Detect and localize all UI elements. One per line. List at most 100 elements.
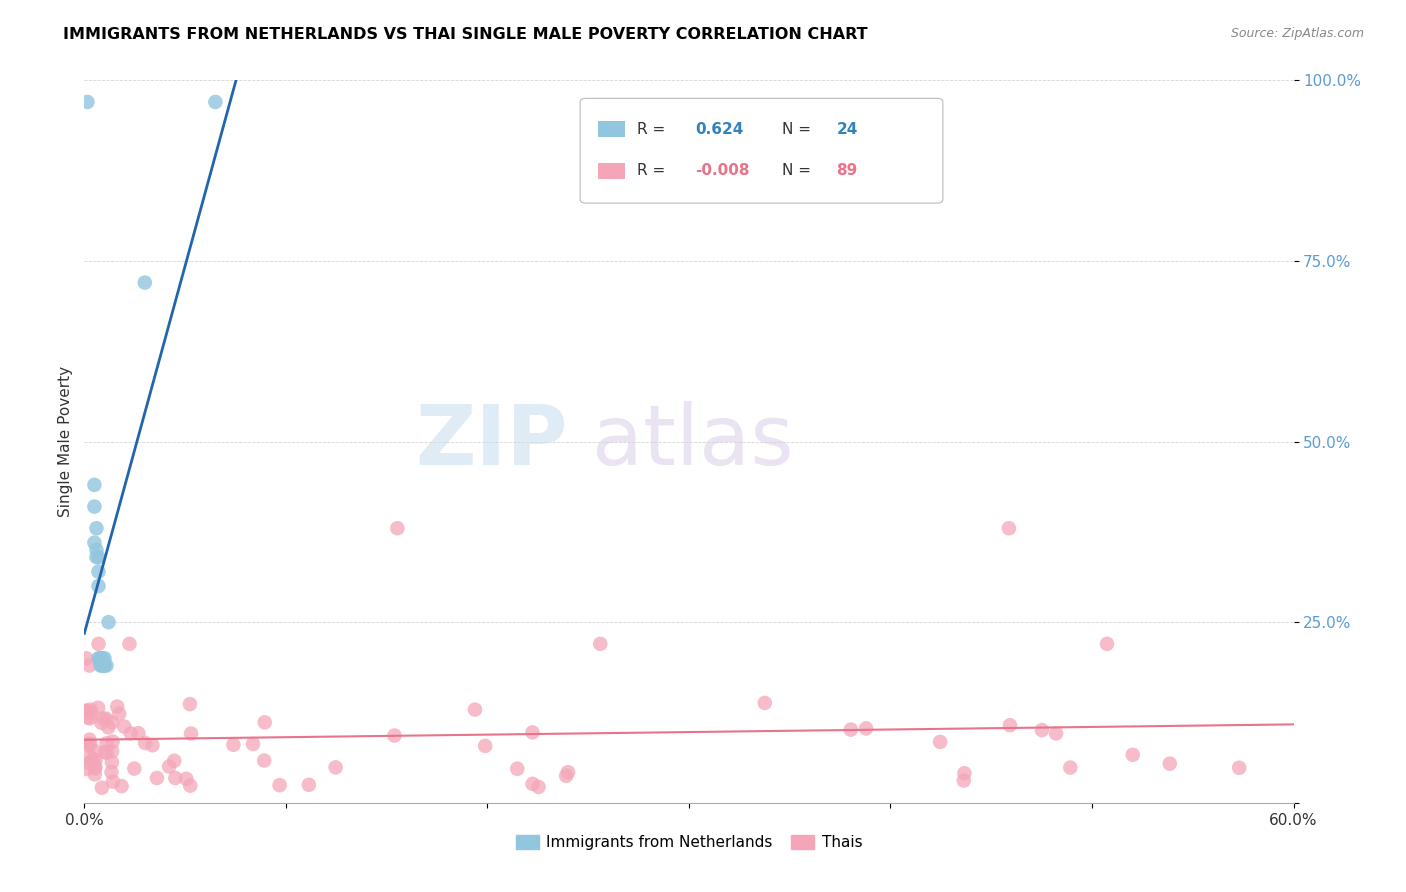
- Point: [93, 658, 115, 673]
- Point: [87, 637, 110, 651]
- Point: [165, 771, 187, 785]
- Point: [77, 756, 100, 771]
- Point: [84, 760, 107, 774]
- Point: [555, 769, 578, 783]
- Text: Source: ZipAtlas.com: Source: ZipAtlas.com: [1230, 27, 1364, 40]
- Bar: [599, 162, 624, 178]
- Point: [79, 703, 101, 717]
- Point: [527, 780, 550, 794]
- Point: [91, 711, 114, 725]
- Point: [79, 737, 101, 751]
- Point: [754, 696, 776, 710]
- Point: [998, 718, 1021, 732]
- Point: [97, 720, 120, 734]
- Point: [839, 723, 862, 737]
- Point: [94, 745, 117, 759]
- Point: [1045, 726, 1067, 740]
- Point: [1031, 723, 1053, 737]
- Point: [134, 736, 156, 750]
- Point: [87, 550, 110, 565]
- Point: [1227, 761, 1250, 775]
- Point: [101, 715, 124, 730]
- Point: [83, 762, 105, 776]
- Point: [998, 521, 1021, 535]
- Point: [84, 744, 107, 758]
- Point: [387, 521, 409, 535]
- Point: [76, 710, 98, 724]
- Point: [118, 637, 141, 651]
- Point: [298, 778, 321, 792]
- Point: [506, 762, 529, 776]
- Point: [120, 726, 142, 740]
- Point: [112, 719, 135, 733]
- Point: [75, 651, 97, 665]
- Point: [89, 651, 111, 665]
- Point: [101, 734, 124, 748]
- Point: [253, 754, 276, 768]
- Point: [87, 565, 110, 579]
- Point: [96, 736, 118, 750]
- Point: [87, 651, 110, 665]
- Point: [1095, 637, 1118, 651]
- Text: N =: N =: [782, 163, 815, 178]
- Point: [179, 697, 201, 711]
- Point: [83, 767, 105, 781]
- Point: [953, 766, 976, 780]
- Point: [91, 658, 114, 673]
- Point: [127, 726, 149, 740]
- Legend: Immigrants from Netherlands, Thais: Immigrants from Netherlands, Thais: [509, 830, 869, 856]
- Point: [83, 500, 105, 514]
- Point: [180, 726, 202, 740]
- Point: [522, 777, 544, 791]
- Point: [222, 738, 245, 752]
- Text: R =: R =: [637, 163, 671, 178]
- Point: [124, 762, 146, 776]
- Point: [110, 779, 132, 793]
- Text: IMMIGRANTS FROM NETHERLANDS VS THAI SINGLE MALE POVERTY CORRELATION CHART: IMMIGRANTS FROM NETHERLANDS VS THAI SING…: [63, 27, 868, 42]
- Point: [75, 739, 97, 753]
- Point: [87, 579, 110, 593]
- Point: [91, 651, 114, 665]
- Point: [93, 658, 115, 673]
- Point: [75, 704, 97, 718]
- Point: [79, 749, 101, 764]
- Point: [84, 753, 107, 767]
- Point: [89, 651, 111, 665]
- Point: [253, 715, 276, 730]
- Point: [83, 478, 105, 492]
- Point: [75, 704, 97, 718]
- Point: [157, 759, 180, 773]
- Point: [242, 737, 264, 751]
- Point: [269, 778, 291, 792]
- Text: -0.008: -0.008: [695, 163, 749, 178]
- Point: [86, 542, 108, 557]
- Point: [325, 760, 347, 774]
- Point: [101, 744, 124, 758]
- Point: [90, 715, 112, 730]
- Y-axis label: Single Male Poverty: Single Male Poverty: [58, 366, 73, 517]
- Point: [105, 699, 128, 714]
- Point: [86, 550, 108, 565]
- Point: [79, 732, 101, 747]
- Point: [855, 722, 877, 736]
- Point: [179, 779, 201, 793]
- Point: [80, 706, 103, 720]
- Point: [91, 658, 114, 673]
- Point: [384, 729, 406, 743]
- Point: [79, 658, 101, 673]
- Point: [557, 765, 579, 780]
- Point: [464, 703, 486, 717]
- Text: atlas: atlas: [592, 401, 794, 482]
- Point: [1159, 756, 1181, 771]
- Point: [83, 535, 105, 549]
- Point: [204, 95, 226, 109]
- Point: [522, 725, 544, 739]
- FancyBboxPatch shape: [581, 98, 943, 203]
- Text: 89: 89: [837, 163, 858, 178]
- Point: [76, 95, 98, 109]
- Point: [174, 772, 197, 786]
- Point: [87, 700, 110, 714]
- Point: [97, 615, 120, 630]
- Point: [75, 762, 97, 776]
- Point: [79, 711, 101, 725]
